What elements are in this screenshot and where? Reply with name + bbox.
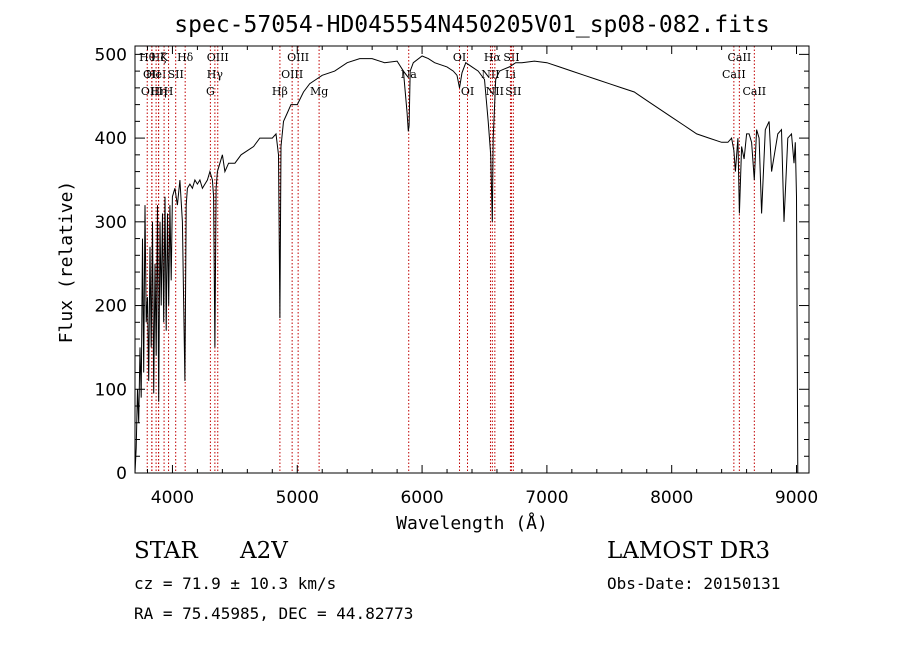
spectral-line-label: Hγ (207, 68, 224, 81)
redshift-velocity: cz = 71.9 ± 10.3 km/s (134, 574, 337, 593)
spectral-line-markers: HθOIIOIIIHeIHζHηKHSIIHδGHγOIIIHβOIIIOIII… (139, 46, 766, 473)
spectral-line-label: Mg (310, 85, 328, 98)
x-tick-label: 7000 (525, 488, 568, 508)
observation-date: Obs-Date: 20150131 (607, 574, 781, 593)
y-tick-label: 300 (95, 213, 127, 233)
y-tick-label: 100 (95, 380, 127, 400)
x-axis-label: Wavelength (Å) (396, 512, 548, 534)
spectral-line-label: CaII (728, 51, 752, 64)
y-tick-label: 200 (95, 297, 127, 317)
spectral-line-label: Hβ (272, 85, 288, 98)
plot-frame (134, 45, 810, 474)
spectral-line-label: Hη (150, 85, 166, 98)
spectral-line-label: G (206, 85, 215, 98)
spectral-line-label: SII (503, 51, 519, 64)
axis-tick-labels: 4000 5000 6000 7000 8000 9000 0 100 200 300 400 500 (95, 45, 819, 508)
spectral-line-label: OI (453, 51, 466, 64)
y-tick-label: 400 (95, 129, 127, 149)
y-tick-label: 500 (95, 45, 127, 65)
coordinates: RA = 75.45985, DEC = 44.82773 (134, 604, 414, 623)
spectral-line-label: OIII (207, 51, 229, 64)
spectral-line-label: OIII (281, 68, 303, 81)
survey-name: LAMOST DR3 (607, 538, 771, 564)
spectral-line-label: SII (505, 85, 521, 98)
x-tick-label: 5000 (276, 488, 319, 508)
y-axis-label: Flux (relative) (56, 181, 77, 344)
x-tick-label: 8000 (650, 488, 693, 508)
spectral-class: A2V (240, 538, 288, 564)
spectral-line-label: Hδ (177, 51, 194, 64)
spectral-line-label: Na (401, 68, 418, 81)
spectral-line-label: H (164, 85, 174, 98)
spectral-line-label: CaII (742, 85, 766, 98)
x-tick-label: 9000 (775, 488, 818, 508)
spectral-line-label: HeI (146, 68, 166, 81)
spectral-line-label: OIII (287, 51, 309, 64)
spectrum-series-line (134, 55, 799, 474)
chart-title: spec-57054-HD045554N450205V01_sp08-082.f… (174, 12, 769, 38)
spectral-line-label: SII (168, 68, 184, 81)
y-tick-label: 0 (116, 464, 127, 484)
x-tick-label: 4000 (151, 488, 194, 508)
spectral-line-label: OI (461, 85, 474, 98)
spectral-line-label: CaII (722, 68, 746, 81)
x-tick-label: 6000 (400, 488, 443, 508)
axis-ticks (135, 46, 809, 474)
spectral-line-label: OIII (141, 85, 163, 98)
spectral-line-label: K (160, 51, 169, 64)
spectral-line-label: Hα (484, 51, 502, 64)
spectral-line-label: Li (505, 68, 516, 81)
object-type: STAR (134, 538, 198, 564)
